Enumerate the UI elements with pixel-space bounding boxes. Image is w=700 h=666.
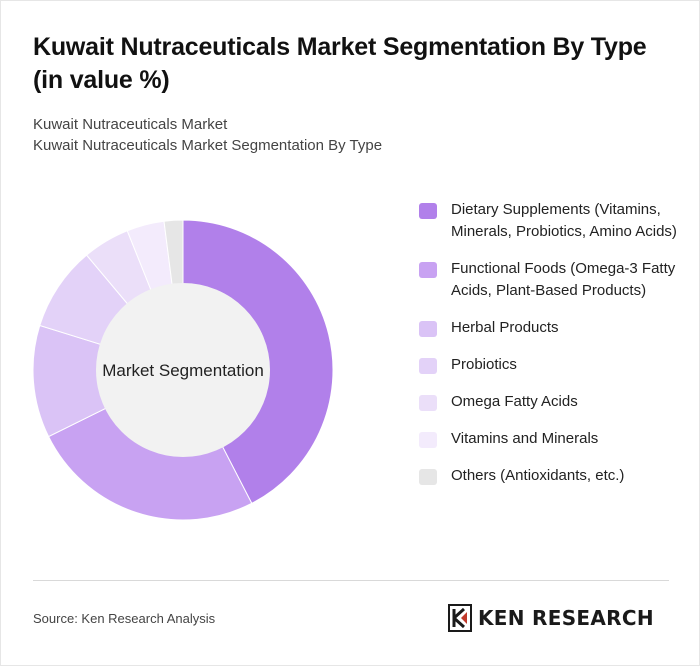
legend-label: Others (Antioxidants, etc.) (451, 467, 625, 484)
legend-item: Probiotics (419, 354, 689, 376)
legend-swatch (419, 262, 437, 278)
legend-label: Herbal Products (451, 319, 559, 336)
legend-item: Functional Foods (Omega-3 Fatty Acids, P… (419, 258, 689, 302)
legend-item: Dietary Supplements (Vitamins, Minerals,… (419, 199, 689, 243)
legend-swatch (419, 395, 437, 411)
legend-label: Omega Fatty Acids (451, 393, 578, 410)
footer-divider (33, 580, 669, 581)
legend: Dietary Supplements (Vitamins, Minerals,… (419, 199, 689, 502)
legend-item: Others (Antioxidants, etc.) (419, 465, 689, 487)
center-label: Market Segmentation (102, 361, 264, 380)
legend-item: Herbal Products (419, 317, 689, 339)
subtitle-line-1: Kuwait Nutraceuticals Market (33, 116, 228, 133)
chart-subtitle: Kuwait Nutraceuticals Market Kuwait Nutr… (33, 114, 673, 156)
legend-label: Probiotics (451, 356, 517, 373)
chart-title: Kuwait Nutraceuticals Market Segmentatio… (33, 33, 647, 94)
legend-label: Dietary Supplements (Vitamins, Minerals,… (451, 201, 677, 240)
legend-swatch (419, 432, 437, 448)
legend-label: Functional Foods (Omega-3 Fatty Acids, P… (451, 260, 676, 299)
legend-label: Vitamins and Minerals (451, 430, 599, 447)
subtitle-line-2: Kuwait Nutraceuticals Market Segmentatio… (33, 137, 383, 154)
donut-chart: Market Segmentation (32, 219, 334, 521)
ken-research-logo: KEN RESEARCH (448, 604, 654, 632)
legend-swatch (419, 203, 437, 219)
legend-swatch (419, 321, 437, 337)
legend-swatch (419, 469, 437, 485)
logo-text: KEN RESEARCH (478, 606, 654, 630)
donut-hole (96, 283, 270, 457)
source-note: Source: Ken Research Analysis (33, 611, 216, 626)
legend-item: Vitamins and Minerals (419, 428, 689, 450)
legend-item: Omega Fatty Acids (419, 391, 689, 413)
legend-swatch (419, 358, 437, 374)
ken-research-logo-icon (448, 604, 472, 632)
